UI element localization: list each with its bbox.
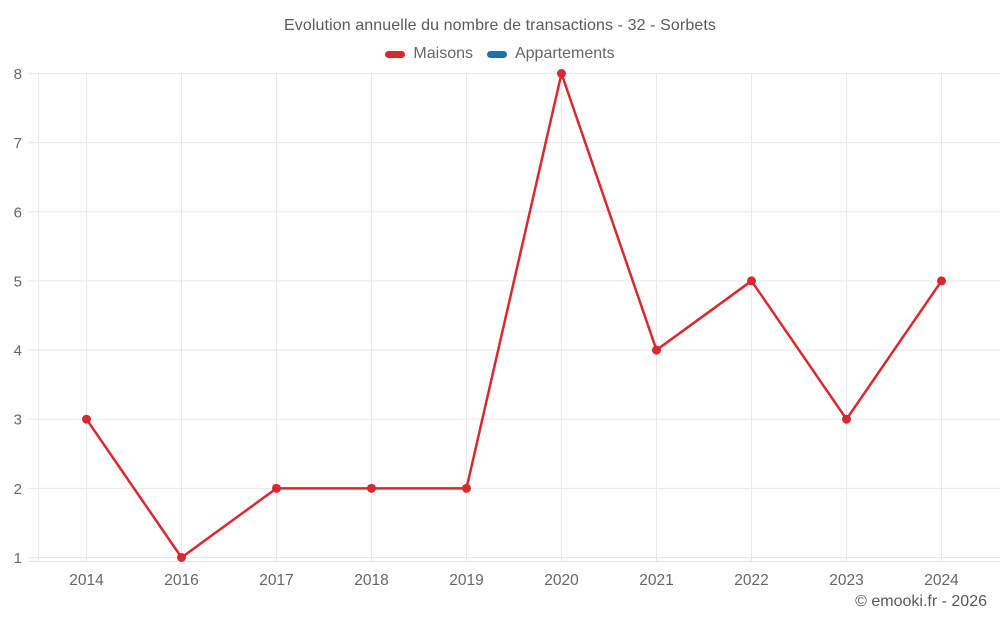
x-tick-label: 2021 [639,572,673,589]
maisons-series-marker-icon [385,50,406,58]
legend-item-maisons[interactable]: Maisons [385,45,473,63]
y-tick-label: 5 [14,273,22,290]
x-tick-label: 2019 [449,572,483,589]
y-tick-label: 3 [14,412,22,429]
data-point-maisons[interactable] [272,483,281,493]
data-point-maisons[interactable] [937,276,946,286]
attribution: © emooki.fr - 2026 [855,593,987,610]
y-tick-label: 6 [14,204,22,221]
x-tick-label: 2020 [544,572,579,589]
data-point-maisons[interactable] [462,483,471,493]
legend-label-maisons: Maisons [413,45,473,62]
chart-title: Evolution annuelle du nombre de transact… [284,17,716,34]
x-tick-label: 2022 [734,572,768,589]
x-tick-label: 2014 [69,572,104,589]
legend-item-appartements[interactable]: Appartements [486,45,615,63]
y-tick-label: 8 [14,66,22,83]
data-point-maisons[interactable] [747,276,756,286]
data-point-maisons[interactable] [177,553,186,562]
data-point-maisons[interactable] [652,345,661,355]
appartements-series-marker-icon [486,50,507,58]
y-tick-label: 7 [14,135,22,152]
y-tick-label: 1 [14,550,22,567]
y-tick-label: 4 [14,343,22,360]
x-tick-label: 2017 [259,572,293,589]
data-point-maisons[interactable] [367,483,376,493]
x-tick-label: 2023 [829,572,863,589]
x-tick-label: 2024 [924,572,959,589]
chart-legend: Maisons Appartements [0,45,1000,63]
x-tick-label: 2018 [354,572,388,589]
data-point-maisons[interactable] [557,69,566,78]
series-line-maisons [85,72,943,559]
data-point-maisons[interactable] [842,414,851,424]
legend-label-appartements: Appartements [514,45,615,62]
x-tick-label: 2016 [164,572,198,589]
data-point-maisons[interactable] [82,414,91,424]
y-tick-label: 2 [14,481,22,498]
